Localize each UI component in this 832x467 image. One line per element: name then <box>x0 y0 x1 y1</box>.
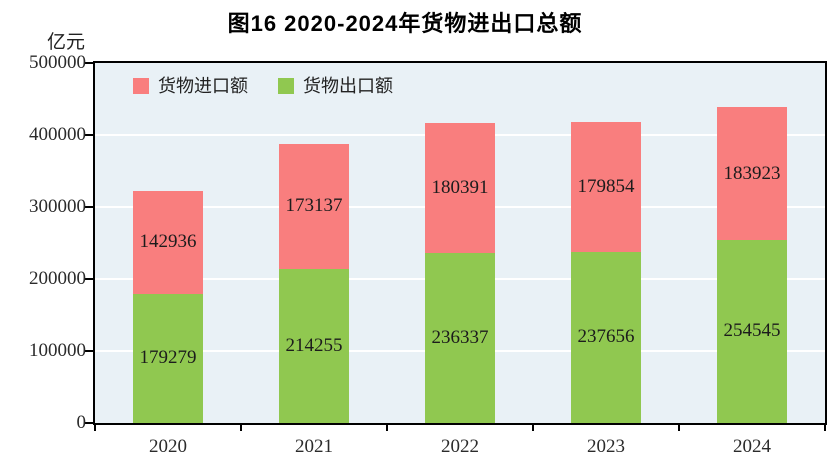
x-axis-tick <box>94 425 96 431</box>
bar-value-imports-2021: 173137 <box>285 195 343 217</box>
legend-swatch-exports <box>278 78 294 94</box>
bar-segment-exports-2024: 254545 <box>717 239 787 423</box>
bar-value-imports-2023: 179854 <box>577 176 635 198</box>
x-axis-tick-label: 2020 <box>149 436 187 457</box>
x-axis-tick-label: 2023 <box>587 436 625 457</box>
bar-value-exports-2023: 237656 <box>577 326 635 348</box>
x-axis-tick <box>532 425 534 431</box>
x-axis-tick <box>824 425 826 431</box>
y-axis-tick-label: 200000 <box>29 268 86 289</box>
y-axis-tick <box>85 350 93 352</box>
bar-segment-imports-2020: 142936 <box>133 191 203 294</box>
x-axis-tick <box>678 425 680 431</box>
legend-label-exports: 货物出口额 <box>303 76 393 96</box>
bar-value-imports-2022: 180391 <box>431 176 489 198</box>
bar-value-exports-2022: 236337 <box>431 326 489 348</box>
y-axis-tick <box>85 62 93 64</box>
bar-value-exports-2021: 214255 <box>285 334 343 356</box>
x-axis-tick-label: 2021 <box>295 436 333 457</box>
y-axis-unit-label: 亿元 <box>46 32 85 53</box>
bar-segment-exports-2020: 179279 <box>133 293 203 423</box>
legend-item-exports: 货物出口额 <box>278 77 393 95</box>
legend-label-imports: 货物进口额 <box>158 76 248 96</box>
y-axis-tick-label: 500000 <box>29 52 86 73</box>
bar-segment-exports-2021: 214255 <box>279 268 349 423</box>
bar-value-exports-2024: 254545 <box>723 320 781 342</box>
legend: 货物进口额 货物出口额 <box>133 77 393 95</box>
bar-segment-exports-2022: 236337 <box>425 252 495 423</box>
y-axis-tick <box>85 278 93 280</box>
bar-value-exports-2020: 179279 <box>139 347 197 369</box>
legend-item-imports: 货物进口额 <box>133 77 248 95</box>
y-axis-tick-label: 300000 <box>29 196 86 217</box>
bar-segment-imports-2024: 183923 <box>717 107 787 240</box>
bar-value-imports-2020: 142936 <box>139 231 197 253</box>
x-axis-tick-label: 2022 <box>441 436 479 457</box>
y-axis-tick <box>85 206 93 208</box>
bar-segment-imports-2021: 173137 <box>279 144 349 269</box>
y-axis-tick-label: 0 <box>76 412 87 433</box>
chart-title: 图16 2020-2024年货物进出口总额 <box>227 11 583 36</box>
x-axis-tick-label: 2024 <box>733 436 771 457</box>
y-axis-tick <box>85 422 93 424</box>
legend-swatch-imports <box>133 78 149 94</box>
bar-segment-imports-2023: 179854 <box>571 122 641 252</box>
y-axis-tick <box>85 134 93 136</box>
y-axis-tick-label: 400000 <box>29 124 86 145</box>
x-axis-tick <box>240 425 242 431</box>
bar-value-imports-2024: 183923 <box>723 162 781 184</box>
bar-segment-exports-2023: 237656 <box>571 251 641 423</box>
x-axis-tick <box>386 425 388 431</box>
y-axis-tick-label: 100000 <box>29 340 86 361</box>
bar-segment-imports-2022: 180391 <box>425 122 495 253</box>
